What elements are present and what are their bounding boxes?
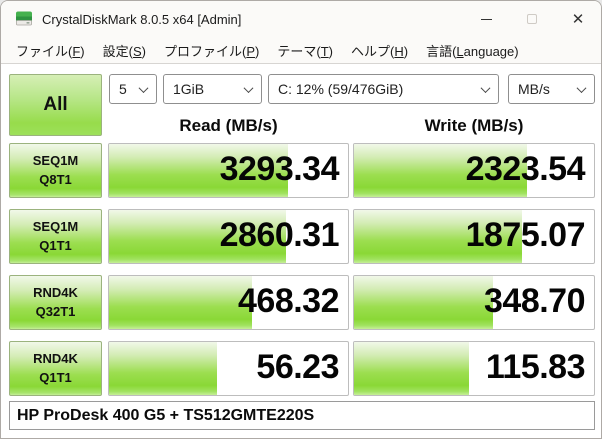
run-rnd4k-q1t1-button[interactable]: RND4K Q1T1 <box>9 341 102 396</box>
menu-language[interactable]: 言語(Language) <box>426 43 519 59</box>
caption-buttons: ✕ <box>463 1 601 37</box>
write-result-cell: 1875.07 <box>353 209 595 264</box>
result-fill-bar <box>354 144 527 197</box>
title-bar[interactable]: CrystalDiskMark 8.0.5 x64 [Admin] ✕ <box>1 1 601 37</box>
write-result-cell: 348.70 <box>353 275 595 330</box>
result-fill-bar <box>354 210 522 263</box>
result-fill-bar <box>354 276 494 329</box>
chevron-down-icon <box>243 82 254 93</box>
write-value: 348.70 <box>484 281 586 320</box>
write-value: 115.83 <box>485 347 586 386</box>
write-result-cell: 115.83 <box>353 341 595 396</box>
result-fill-bar <box>109 210 286 263</box>
result-fill-bar <box>354 342 470 395</box>
menu-help[interactable]: ヘルプ(H) <box>351 43 409 59</box>
table-row: SEQ1M Q8T1 3293.34 2323.54 <box>1 143 601 198</box>
target-drive-dropdown[interactable]: C: 12% (59/476GiB) <box>268 74 499 104</box>
minimize-button[interactable] <box>463 1 509 37</box>
menu-settings[interactable]: 設定(S) <box>102 43 146 59</box>
read-value: 56.23 <box>256 347 339 386</box>
unit-dropdown[interactable]: MB/s <box>508 74 595 104</box>
read-result-cell: 3293.34 <box>108 143 349 198</box>
run-seq1m-q8t1-button[interactable]: SEQ1M Q8T1 <box>9 143 102 198</box>
chevron-down-icon <box>138 82 149 93</box>
read-result-cell: 2860.31 <box>108 209 349 264</box>
write-value: 2323.54 <box>465 149 586 188</box>
chevron-down-icon <box>576 82 587 93</box>
test-size-value: 1GiB <box>173 81 205 97</box>
table-row: SEQ1M Q1T1 2860.31 1875.07 <box>1 209 601 264</box>
run-rnd4k-q32t1-button[interactable]: RND4K Q32T1 <box>9 275 102 330</box>
read-value: 468.32 <box>238 281 340 320</box>
minimize-icon <box>480 18 492 20</box>
write-value: 1875.07 <box>465 215 586 254</box>
read-value: 2860.31 <box>219 215 340 254</box>
close-icon: ✕ <box>571 10 585 28</box>
run-all-button[interactable]: All <box>9 74 102 136</box>
menu-file[interactable]: ファイル(F) <box>16 43 85 59</box>
read-result-cell: 56.23 <box>108 341 349 396</box>
window-title: CrystalDiskMark 8.0.5 x64 [Admin] <box>42 11 242 27</box>
read-value: 3293.34 <box>219 149 340 188</box>
target-drive-value: C: 12% (59/476GiB) <box>278 81 404 97</box>
menu-profile[interactable]: プロファイル(P) <box>164 43 260 59</box>
write-result-cell: 2323.54 <box>353 143 595 198</box>
write-column-header: Write (MB/s) <box>424 116 524 135</box>
test-count-value: 5 <box>119 81 127 97</box>
test-count-dropdown[interactable]: 5 <box>109 74 157 104</box>
test-size-dropdown[interactable]: 1GiB <box>163 74 262 104</box>
unit-value: MB/s <box>518 81 550 97</box>
close-button[interactable]: ✕ <box>555 1 601 37</box>
result-fill-bar <box>109 276 253 329</box>
menu-bar: ファイル(F) 設定(S) プロファイル(P) テーマ(T) ヘルプ(H) 言語… <box>1 37 601 64</box>
result-fill-bar <box>109 144 289 197</box>
result-fill-bar <box>109 342 217 395</box>
read-result-cell: 468.32 <box>108 275 349 330</box>
menu-theme[interactable]: テーマ(T) <box>277 43 333 59</box>
comment-input[interactable]: HP ProDesk 400 G5 + TS512GMTE220S <box>9 401 595 430</box>
read-column-header: Read (MB/s) <box>179 116 278 135</box>
table-row: RND4K Q1T1 56.23 115.83 <box>1 341 601 396</box>
table-row: RND4K Q32T1 468.32 348.70 <box>1 275 601 330</box>
run-seq1m-q1t1-button[interactable]: SEQ1M Q1T1 <box>9 209 102 264</box>
app-icon <box>16 11 32 26</box>
maximize-icon <box>527 14 537 24</box>
chevron-down-icon <box>480 82 491 93</box>
maximize-button <box>509 1 555 37</box>
